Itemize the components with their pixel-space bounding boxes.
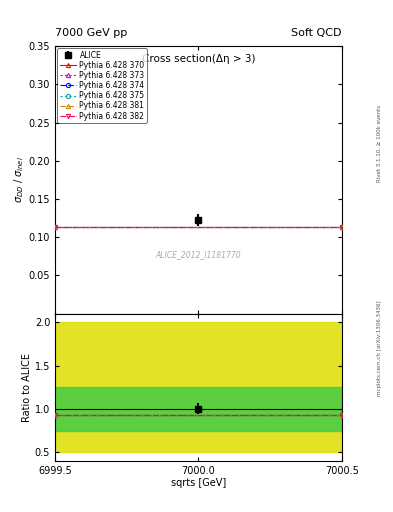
Y-axis label: $\sigma_{DD}$ / $\sigma_{inel}$: $\sigma_{DD}$ / $\sigma_{inel}$ xyxy=(12,156,26,203)
Bar xyxy=(55,322,342,452)
Legend: ALICE, Pythia 6.428 370, Pythia 6.428 373, Pythia 6.428 374, Pythia 6.428 375, P: ALICE, Pythia 6.428 370, Pythia 6.428 37… xyxy=(57,48,147,123)
Bar xyxy=(55,387,342,431)
X-axis label: sqrts [GeV]: sqrts [GeV] xyxy=(171,478,226,488)
Text: mcplots.cern.ch [arXiv:1306.3436]: mcplots.cern.ch [arXiv:1306.3436] xyxy=(377,301,382,396)
Text: ALICE_2012_I1181770: ALICE_2012_I1181770 xyxy=(156,250,241,259)
Text: Rivet 3.1.10, ≥ 100k events: Rivet 3.1.10, ≥ 100k events xyxy=(377,105,382,182)
Text: 7000 GeV pp: 7000 GeV pp xyxy=(55,28,127,38)
Text: Cross section(Δη > 3): Cross section(Δη > 3) xyxy=(142,54,255,64)
Text: Soft QCD: Soft QCD xyxy=(292,28,342,38)
Y-axis label: Ratio to ALICE: Ratio to ALICE xyxy=(22,353,32,422)
